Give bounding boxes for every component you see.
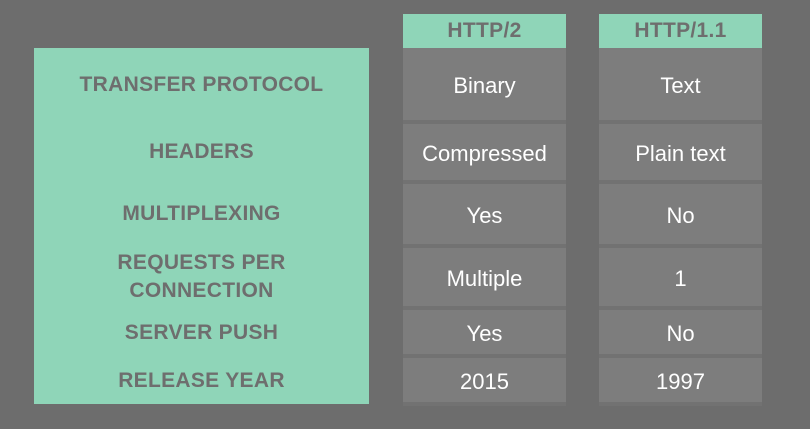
cell-http2-server-push: Yes [403,310,566,358]
cell-http11-server-push: No [599,310,762,358]
column-header-http11: HTTP/1.1 [599,14,762,48]
cell-http2-release-year: 2015 [403,358,566,406]
column-header-http2: HTTP/2 [403,14,566,48]
cell-http11-multiplexing: No [599,184,762,248]
row-label-requests-per-connection: REQUESTS PER CONNECTION [117,251,286,302]
row-label-release-year: RELEASE YEAR [118,369,285,392]
cell-http11-transfer-protocol: Text [599,48,762,124]
row-label-transfer-protocol: TRANSFER PROTOCOL [79,73,324,96]
row-label-server-push: SERVER PUSH [124,321,279,344]
cell-http11-requests-per-connection: 1 [599,248,762,310]
cell-http2-transfer-protocol: Binary [403,48,566,124]
cell-http2-multiplexing: Yes [403,184,566,248]
row-label-multiplexing: MULTIPLEXING [122,202,281,225]
cell-http2-requests-per-connection: Multiple [403,248,566,310]
cell-http11-headers: Plain text [599,124,762,184]
row-label-headers: HEADERS [149,140,254,163]
row-header-panel: TRANSFER PROTOCOL HEADERS MULTIPLEXING R… [34,48,369,404]
cell-http2-headers: Compressed [403,124,566,184]
cell-http11-release-year: 1997 [599,358,762,406]
